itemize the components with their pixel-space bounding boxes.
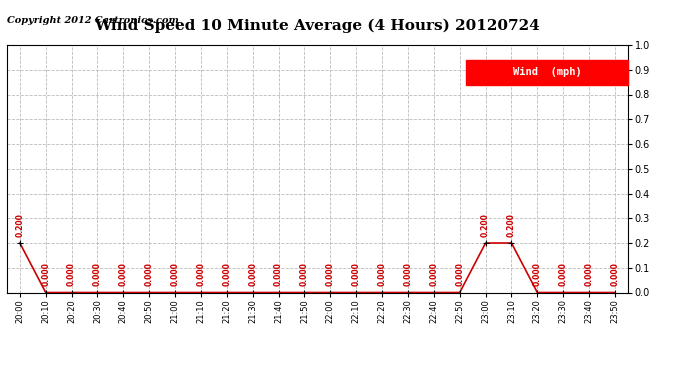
Text: 0.000: 0.000 — [404, 262, 413, 286]
Text: Copyright 2012 Cartronics.com: Copyright 2012 Cartronics.com — [7, 16, 179, 25]
Text: 0.000: 0.000 — [67, 262, 76, 286]
Text: 0.000: 0.000 — [584, 262, 593, 286]
Text: 0.000: 0.000 — [326, 262, 335, 286]
Text: 0.000: 0.000 — [611, 262, 620, 286]
Text: 0.200: 0.200 — [507, 213, 516, 237]
Text: 0.000: 0.000 — [533, 262, 542, 286]
Text: 0.000: 0.000 — [352, 262, 361, 286]
Text: 0.000: 0.000 — [93, 262, 102, 286]
Text: Wind Speed 10 Minute Average (4 Hours) 20120724: Wind Speed 10 Minute Average (4 Hours) 2… — [95, 19, 540, 33]
Text: 0.000: 0.000 — [248, 262, 257, 286]
Text: 0.000: 0.000 — [119, 262, 128, 286]
Text: Wind  (mph): Wind (mph) — [513, 67, 582, 77]
Text: 0.200: 0.200 — [481, 213, 490, 237]
Text: 0.000: 0.000 — [300, 262, 309, 286]
Text: 0.000: 0.000 — [197, 262, 206, 286]
Text: 0.000: 0.000 — [222, 262, 231, 286]
Bar — [466, 60, 628, 85]
Text: 0.000: 0.000 — [559, 262, 568, 286]
Text: 0.000: 0.000 — [274, 262, 283, 286]
Text: 0.000: 0.000 — [170, 262, 179, 286]
Text: 0.200: 0.200 — [15, 213, 24, 237]
Text: 0.000: 0.000 — [41, 262, 50, 286]
Text: 0.000: 0.000 — [145, 262, 154, 286]
Text: 0.000: 0.000 — [429, 262, 438, 286]
Text: 0.000: 0.000 — [455, 262, 464, 286]
Text: 0.000: 0.000 — [377, 262, 386, 286]
